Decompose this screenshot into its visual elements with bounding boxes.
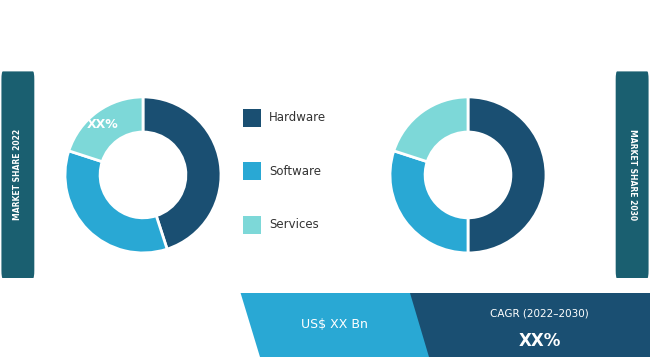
Wedge shape	[65, 151, 167, 253]
FancyBboxPatch shape	[616, 71, 649, 278]
Wedge shape	[394, 97, 468, 162]
Text: Hardware: Hardware	[269, 111, 326, 124]
Text: XX%: XX%	[518, 332, 561, 350]
Text: US$ XX Bn: US$ XX Bn	[302, 318, 368, 331]
Bar	[243, 162, 261, 180]
FancyBboxPatch shape	[1, 71, 34, 278]
Bar	[12, 323, 17, 347]
Text: Services: Services	[269, 218, 319, 231]
Text: MARKET SHARE 2030: MARKET SHARE 2030	[628, 129, 636, 221]
Text: CAGR (2022–2030): CAGR (2022–2030)	[490, 308, 589, 318]
Bar	[5, 334, 10, 347]
Wedge shape	[143, 97, 221, 249]
Bar	[243, 216, 261, 234]
Bar	[243, 109, 261, 127]
Text: MARKET SHARE 2022: MARKET SHARE 2022	[14, 129, 22, 221]
Bar	[26, 316, 31, 347]
Wedge shape	[390, 151, 468, 253]
Text: XX%: XX%	[86, 118, 118, 131]
Wedge shape	[69, 97, 143, 162]
Text: Incremental Growth – Hardware: Incremental Growth – Hardware	[42, 320, 220, 330]
Polygon shape	[240, 293, 442, 357]
Bar	[19, 327, 24, 347]
Polygon shape	[410, 293, 650, 357]
Wedge shape	[468, 97, 546, 253]
Text: MARKET, BY COMPONENT: MARKET, BY COMPONENT	[75, 23, 331, 41]
Text: Software: Software	[269, 165, 321, 178]
